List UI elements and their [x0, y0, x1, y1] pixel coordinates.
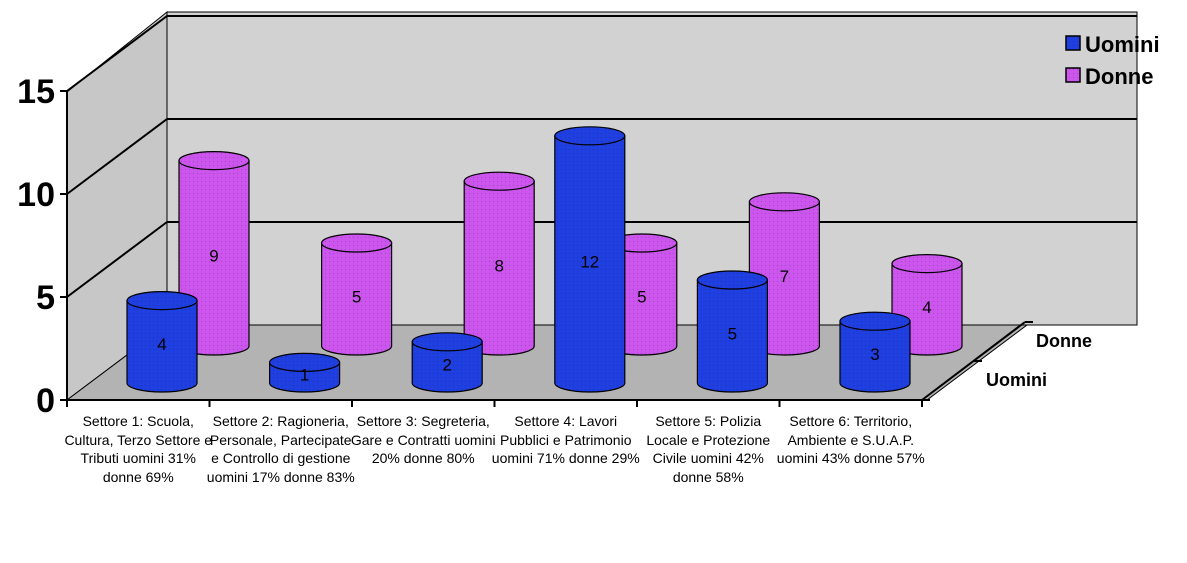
- data-label: 5: [637, 288, 646, 307]
- x-category-label: Settore 5: Polizia Locale e Protezione C…: [646, 413, 771, 485]
- data-label: 9: [209, 246, 218, 265]
- bar-donne-texture: [464, 181, 535, 356]
- bar-donne: 8: [463, 171, 535, 356]
- bar-uomini: 2: [411, 332, 483, 393]
- x-category-label: Settore 6: Territorio, Ambiente e S.U.A.…: [776, 413, 925, 466]
- data-label: 8: [494, 257, 503, 276]
- bar-donne-top-texture: [179, 151, 249, 170]
- bar-uomini: 4: [126, 291, 198, 393]
- data-label: 12: [580, 252, 599, 271]
- bar-uomini-top-texture: [554, 126, 625, 145]
- bar-uomini: 12: [554, 126, 626, 393]
- x-category-label: Settore 2: Ragioneria, Personale, Partec…: [206, 413, 355, 485]
- gridline-side: [66, 221, 168, 298]
- y-tick-label: 0: [36, 382, 55, 420]
- x-category-label: Settore 4: Lavori Pubblici e Patrimonio …: [491, 413, 640, 466]
- depth-axis-line: [921, 321, 1026, 401]
- bar-uomini: 1: [269, 352, 341, 393]
- x-axis: [66, 399, 923, 407]
- data-label: 3: [870, 345, 879, 364]
- bar-uomini-texture: [554, 135, 625, 393]
- bar-uomini-top-texture: [840, 312, 910, 331]
- x-category-label: Settore 3: Segreteria, Gare e Contratti …: [350, 413, 496, 466]
- bar-uomini-top-texture: [269, 353, 340, 372]
- bar-uomini-texture: [840, 321, 910, 392]
- data-label: 7: [780, 267, 789, 286]
- data-label: 5: [352, 288, 361, 307]
- bar-donne-top-texture: [321, 234, 392, 252]
- bar-uomini: 5: [696, 270, 769, 393]
- y-tick-label: 10: [17, 176, 55, 214]
- gridline-side: [66, 118, 168, 195]
- bar-uomini-texture: [127, 300, 197, 392]
- bar-uomini-texture: [697, 280, 768, 392]
- bar-donne-texture: [321, 243, 392, 356]
- gridlines: [66, 15, 1137, 298]
- data-label: 4: [157, 335, 166, 354]
- bar-donne: 5: [321, 233, 393, 356]
- depth-axis-label: Donne: [1036, 331, 1092, 351]
- bar-uomini-top-texture: [412, 332, 483, 351]
- y-axis: 0 5 10 15: [17, 73, 68, 420]
- depth-axis-label: Uomini: [986, 370, 1047, 390]
- data-label: 1: [300, 366, 309, 385]
- bar-donne-top-texture: [749, 192, 820, 211]
- bar-uomini: 3: [839, 311, 911, 393]
- data-label: 4: [922, 298, 931, 317]
- depth-axis: Uomini Donne: [921, 321, 1092, 401]
- bar-donne-top-texture: [892, 254, 962, 273]
- x-category-label: Settore 1: Scuola, Cultura, Terzo Settor…: [64, 413, 213, 485]
- y-tick-label: 5: [36, 279, 55, 317]
- data-label: 5: [728, 325, 737, 344]
- legend: Uomini Donne: [1065, 32, 1160, 89]
- data-label: 2: [442, 355, 451, 374]
- y-tick-label: 15: [17, 73, 55, 111]
- legend-swatch-texture: [1066, 68, 1080, 82]
- bar-donne-top-texture: [464, 172, 535, 191]
- legend-swatch-texture: [1066, 36, 1080, 50]
- bar-uomini-top-texture: [697, 271, 768, 289]
- legend-label: Uomini: [1085, 32, 1160, 57]
- legend-label: Donne: [1085, 64, 1153, 89]
- gridline-side: [66, 15, 168, 92]
- bar-uomini-texture: [412, 341, 483, 392]
- bar-uomini-top-texture: [127, 291, 197, 310]
